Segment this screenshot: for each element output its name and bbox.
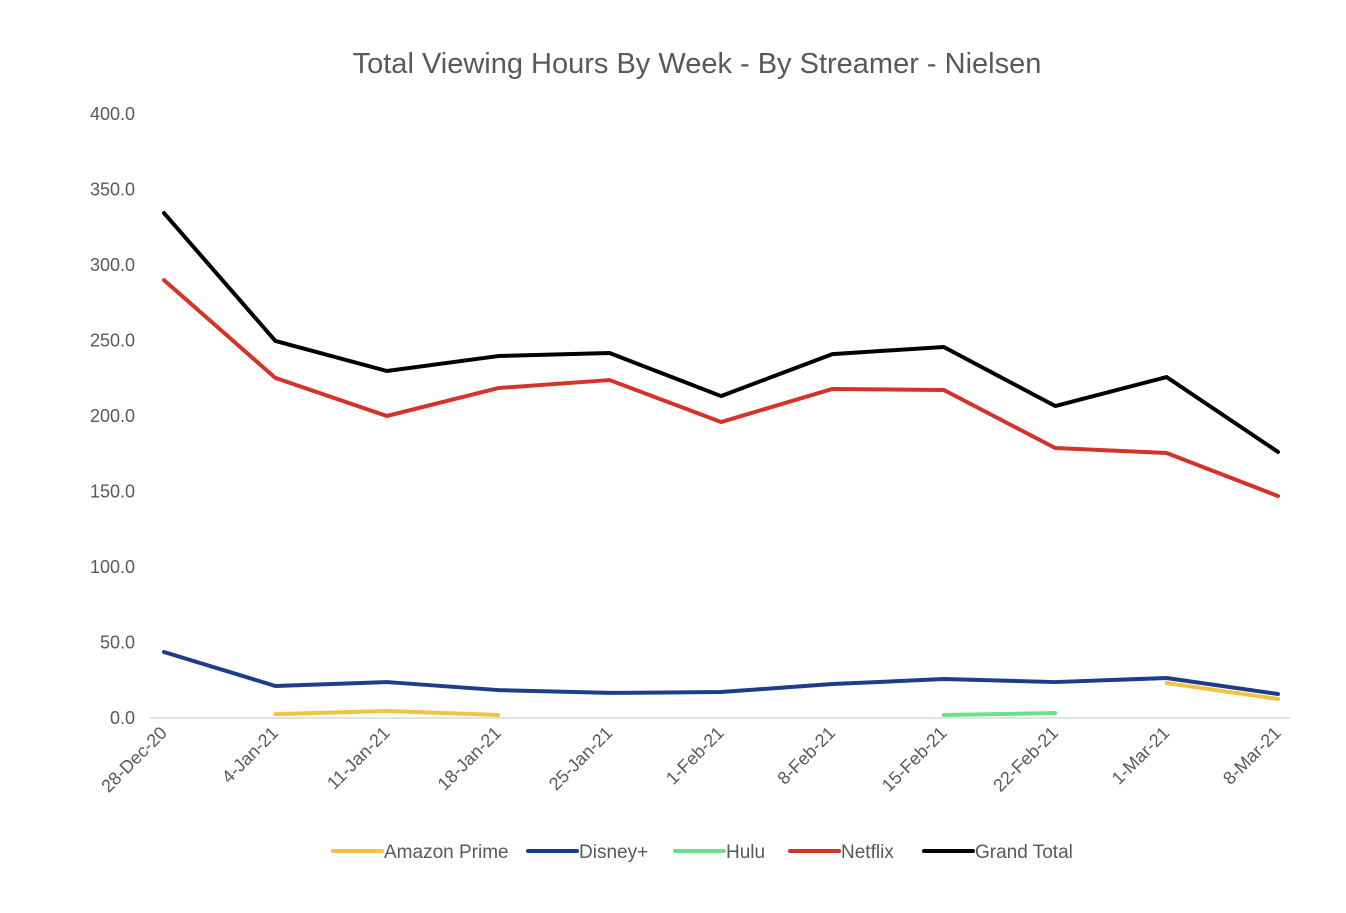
y-tick-label: 350.0 [90, 180, 135, 200]
series-line-disney- [162, 650, 1280, 696]
x-tick-label: 18-Jan-21 [434, 723, 505, 794]
legend-item: Grand Total [922, 842, 1073, 863]
series-line-amazon-prime [273, 709, 501, 717]
legend-item: Hulu [673, 842, 765, 863]
x-tick-label: 1-Mar-21 [1108, 723, 1174, 789]
x-tick-label: 11-Jan-21 [323, 723, 394, 794]
x-tick-label: 15-Feb-21 [878, 723, 951, 796]
series-line-amazon-prime [1164, 680, 1280, 701]
y-tick-label: 0.0 [110, 708, 135, 728]
y-tick-label: 100.0 [90, 557, 135, 577]
legend-label: Disney+ [579, 842, 648, 863]
legend-label: Hulu [726, 842, 765, 863]
x-tick-label: 22-Feb-21 [989, 723, 1062, 796]
y-tick-label: 400.0 [90, 104, 135, 124]
x-tick-label: 8-Feb-21 [773, 723, 839, 789]
y-tick-label: 300.0 [90, 255, 135, 275]
x-tick-label: 4-Jan-21 [218, 723, 282, 787]
y-tick-label: 150.0 [90, 482, 135, 502]
x-tick-label: 1-Feb-21 [662, 723, 728, 789]
x-tick-label: 25-Jan-21 [545, 723, 616, 794]
legend-label: Amazon Prime [384, 842, 509, 863]
y-tick-label: 250.0 [90, 331, 135, 351]
chart-title: Total Viewing Hours By Week - By Streame… [353, 48, 1042, 80]
x-tick-label: 28-Dec-20 [97, 723, 171, 797]
legend-label: Grand Total [975, 842, 1073, 863]
y-tick-label: 200.0 [90, 406, 135, 426]
legend-item: Amazon Prime [331, 842, 509, 863]
x-tick-label: 8-Mar-21 [1219, 723, 1285, 789]
series-line-netflix [162, 278, 1280, 499]
legend-label: Netflix [841, 842, 894, 863]
legend-item: Netflix [788, 842, 894, 863]
series-line-hulu [941, 711, 1058, 717]
y-tick-label: 50.0 [100, 633, 135, 653]
legend-item: Disney+ [526, 842, 648, 863]
series-line-grand-total [162, 211, 1280, 454]
